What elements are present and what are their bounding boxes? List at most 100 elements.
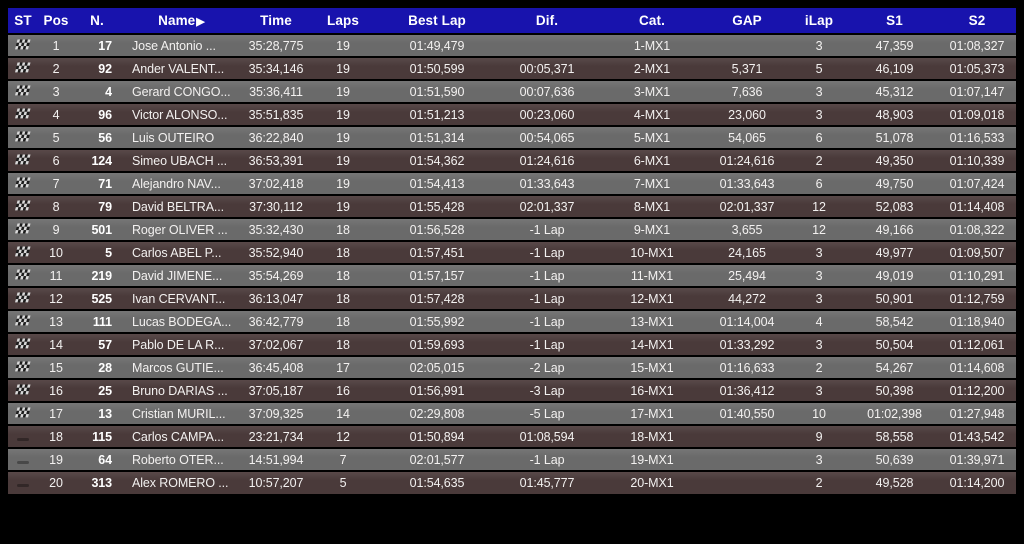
number-cell: 28 [74,355,120,379]
pos-cell: 13 [38,309,74,333]
table-row[interactable]: 19 64 Roberto OTER... 14:51,994 7 02:01,… [8,447,1016,471]
s2-cell: 01:08,327 [938,33,1016,57]
laps-cell: 12 [309,424,377,448]
header-st[interactable]: ST [8,8,38,34]
s1-cell: 50,639 [851,447,938,471]
header-laps[interactable]: Laps [309,8,377,34]
time-cell: 37:02,067 [243,332,309,356]
table-row[interactable]: 16 25 Bruno DARIAS ... 37:05,187 16 01:5… [8,378,1016,402]
s1-cell: 50,504 [851,332,938,356]
st-cell [8,424,38,448]
header-dif[interactable]: Dif. [497,8,597,34]
number-cell: 96 [74,102,120,126]
laps-cell: 5 [309,470,377,494]
gap-cell: 23,060 [707,102,787,126]
s1-cell: 46,109 [851,56,938,80]
ilap-cell: 6 [787,171,851,195]
best-lap-cell: 01:50,599 [377,56,497,80]
dif-cell: 01:08,594 [497,424,597,448]
checkered-flag-icon [15,177,31,188]
s2-cell: 01:08,322 [938,217,1016,241]
table-row[interactable]: 15 28 Marcos GUTIE... 36:45,408 17 02:05… [8,355,1016,379]
checkered-flag-icon [15,154,31,165]
table-row[interactable]: 4 96 Victor ALONSO... 35:51,835 19 01:51… [8,102,1016,126]
best-lap-cell: 01:59,693 [377,332,497,356]
table-row[interactable]: 9 501 Roger OLIVER ... 35:32,430 18 01:5… [8,217,1016,241]
header-s2[interactable]: S2 [938,8,1016,34]
s2-cell: 01:14,408 [938,194,1016,218]
pos-cell: 12 [38,286,74,310]
dif-cell: 01:33,643 [497,171,597,195]
st-cell [8,332,38,356]
table-row[interactable]: 5 56 Luis OUTEIRO 36:22,840 19 01:51,314… [8,125,1016,149]
gap-cell: 02:01,337 [707,194,787,218]
header-number[interactable]: N. [74,8,120,34]
best-lap-cell: 01:51,590 [377,79,497,103]
pos-cell: 14 [38,332,74,356]
header-pos[interactable]: Pos [38,8,74,34]
header-gap[interactable]: GAP [707,8,787,34]
st-cell [8,217,38,241]
s2-cell: 01:09,018 [938,102,1016,126]
name-cell: Luis OUTEIRO [120,125,243,149]
table-row[interactable]: 11 219 David JIMENE... 35:54,269 18 01:5… [8,263,1016,287]
time-cell: 37:02,418 [243,171,309,195]
table-row[interactable]: 17 13 Cristian MURIL... 37:09,325 14 02:… [8,401,1016,425]
checkered-flag-icon [15,246,31,257]
gap-cell: 44,272 [707,286,787,310]
ilap-cell: 10 [787,401,851,425]
header-ilap[interactable]: iLap [787,8,851,34]
best-lap-cell: 02:01,577 [377,447,497,471]
cat-cell: 6-MX1 [597,148,707,172]
name-cell: David JIMENE... [120,263,243,287]
checkered-flag-icon [15,315,31,326]
best-lap-cell: 01:51,213 [377,102,497,126]
ilap-cell: 6 [787,125,851,149]
table-row[interactable]: 13 111 Lucas BODEGA... 36:42,779 18 01:5… [8,309,1016,333]
pos-cell: 10 [38,240,74,264]
table-row[interactable]: 20 313 Alex ROMERO ... 10:57,207 5 01:54… [8,470,1016,494]
ilap-cell: 3 [787,79,851,103]
results-header: ST Pos N. Name▶ Time Laps Best Lap Dif. … [8,8,1016,34]
name-cell: Gerard CONGO... [120,79,243,103]
pos-cell: 2 [38,56,74,80]
table-row[interactable]: 2 92 Ander VALENT... 35:34,146 19 01:50,… [8,56,1016,80]
s1-cell: 01:02,398 [851,401,938,425]
header-s1[interactable]: S1 [851,8,938,34]
header-best-lap[interactable]: Best Lap [377,8,497,34]
st-cell [8,447,38,471]
header-name[interactable]: Name▶ [120,8,243,34]
st-cell [8,378,38,402]
dif-cell: -2 Lap [497,355,597,379]
best-lap-cell: 01:57,157 [377,263,497,287]
gap-cell: 3,655 [707,217,787,241]
header-cat[interactable]: Cat. [597,8,707,34]
number-cell: 525 [74,286,120,310]
gap-cell: 01:16,633 [707,355,787,379]
table-row[interactable]: 8 79 David BELTRA... 37:30,112 19 01:55,… [8,194,1016,218]
table-row[interactable]: 10 5 Carlos ABEL P... 35:52,940 18 01:57… [8,240,1016,264]
table-row[interactable]: 12 525 Ivan CERVANT... 36:13,047 18 01:5… [8,286,1016,310]
table-row[interactable]: 6 124 Simeo UBACH ... 36:53,391 19 01:54… [8,148,1016,172]
table-row[interactable]: 18 115 Carlos CAMPA... 23:21,734 12 01:5… [8,424,1016,448]
st-cell [8,125,38,149]
cat-cell: 9-MX1 [597,217,707,241]
number-cell: 71 [74,171,120,195]
laps-cell: 18 [309,217,377,241]
s1-cell: 50,398 [851,378,938,402]
table-row[interactable]: 3 4 Gerard CONGO... 35:36,411 19 01:51,5… [8,79,1016,103]
s1-cell: 58,542 [851,309,938,333]
number-cell: 501 [74,217,120,241]
table-row[interactable]: 1 17 Jose Antonio ... 35:28,775 19 01:49… [8,33,1016,57]
header-time[interactable]: Time [243,8,309,34]
best-lap-cell: 01:57,451 [377,240,497,264]
gap-cell: 01:24,616 [707,148,787,172]
best-lap-cell: 01:51,314 [377,125,497,149]
table-row[interactable]: 7 71 Alejandro NAV... 37:02,418 19 01:54… [8,171,1016,195]
gap-cell: 01:14,004 [707,309,787,333]
s1-cell: 49,977 [851,240,938,264]
time-cell: 23:21,734 [243,424,309,448]
dif-cell: -1 Lap [497,263,597,287]
table-row[interactable]: 14 57 Pablo DE LA R... 37:02,067 18 01:5… [8,332,1016,356]
number-cell: 13 [74,401,120,425]
